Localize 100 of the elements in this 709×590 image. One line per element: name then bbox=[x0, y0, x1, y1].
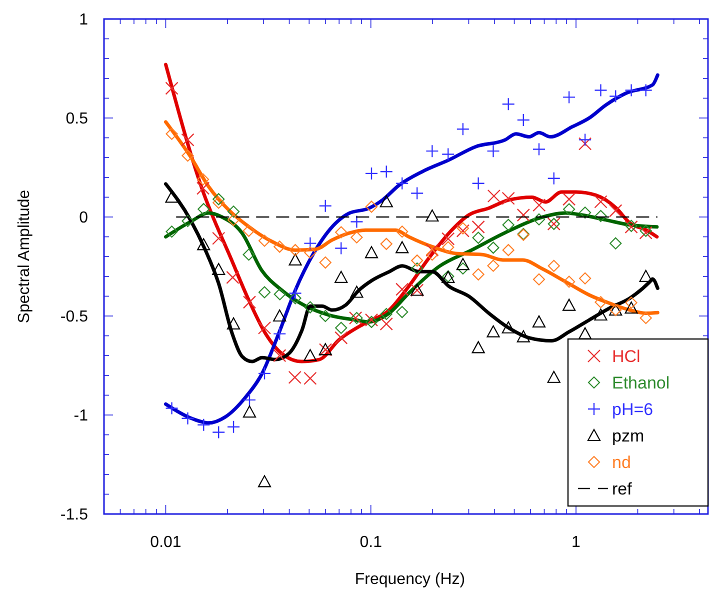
point bbox=[442, 232, 455, 246]
point bbox=[364, 166, 378, 180]
point bbox=[165, 82, 178, 95]
point bbox=[181, 133, 194, 146]
point bbox=[304, 372, 317, 385]
point bbox=[396, 226, 408, 238]
point bbox=[226, 420, 240, 434]
point bbox=[335, 322, 348, 334]
point bbox=[226, 270, 240, 284]
y-tick-label: 1 bbox=[79, 12, 88, 29]
point bbox=[242, 224, 255, 237]
x-tick-label: 1 bbox=[572, 534, 581, 551]
point bbox=[319, 256, 332, 269]
point bbox=[411, 254, 424, 267]
point bbox=[426, 243, 439, 257]
y-tick-label: 0 bbox=[79, 210, 88, 227]
point bbox=[411, 262, 424, 275]
legend-label: nd bbox=[612, 452, 631, 472]
point bbox=[380, 308, 392, 320]
point bbox=[502, 192, 515, 205]
legend-label: pH=6 bbox=[612, 400, 654, 419]
point bbox=[334, 331, 348, 344]
point bbox=[197, 173, 210, 186]
point bbox=[304, 301, 316, 314]
point bbox=[166, 226, 178, 238]
point bbox=[410, 186, 424, 200]
point bbox=[594, 296, 607, 308]
point bbox=[380, 238, 392, 250]
point bbox=[547, 172, 560, 185]
point bbox=[365, 200, 378, 213]
point bbox=[578, 133, 592, 146]
point bbox=[594, 195, 608, 208]
point bbox=[288, 370, 302, 384]
point bbox=[624, 84, 638, 97]
point bbox=[609, 204, 622, 218]
point bbox=[516, 113, 530, 127]
y-tick-label: -1.5 bbox=[60, 506, 88, 524]
point bbox=[562, 90, 576, 104]
point bbox=[502, 244, 514, 256]
point bbox=[258, 366, 272, 380]
point bbox=[258, 234, 271, 247]
point bbox=[487, 260, 500, 272]
point bbox=[274, 288, 286, 300]
point bbox=[548, 260, 560, 272]
point bbox=[472, 268, 484, 280]
point bbox=[442, 241, 454, 254]
point bbox=[288, 286, 302, 300]
point bbox=[181, 412, 194, 425]
point bbox=[212, 196, 225, 209]
y-tick-label: 0.5 bbox=[66, 110, 88, 128]
point bbox=[182, 150, 194, 162]
point bbox=[350, 215, 364, 228]
point bbox=[304, 236, 317, 250]
point bbox=[319, 310, 332, 322]
point bbox=[258, 321, 272, 334]
x-tick-label: 0.01 bbox=[150, 534, 182, 551]
point bbox=[472, 220, 485, 234]
point bbox=[197, 418, 210, 432]
point bbox=[396, 176, 409, 190]
point bbox=[472, 176, 485, 190]
point bbox=[365, 316, 378, 328]
point bbox=[639, 84, 652, 97]
point bbox=[532, 273, 546, 286]
point bbox=[594, 84, 608, 97]
point bbox=[258, 286, 271, 298]
legend-label: HCl bbox=[612, 346, 640, 366]
y-tick-label: -1 bbox=[74, 408, 88, 425]
point bbox=[350, 231, 363, 244]
y-axis-title: Spectral Amplitude bbox=[16, 190, 33, 324]
point bbox=[289, 244, 302, 256]
point bbox=[640, 312, 652, 324]
point bbox=[396, 306, 408, 318]
point bbox=[242, 296, 256, 309]
legend-label: ref bbox=[612, 479, 632, 498]
point bbox=[380, 317, 393, 331]
point bbox=[532, 198, 546, 212]
point bbox=[456, 224, 470, 238]
point bbox=[502, 98, 515, 111]
point bbox=[486, 144, 500, 158]
point bbox=[304, 246, 316, 259]
point bbox=[227, 206, 240, 218]
point bbox=[273, 349, 286, 362]
point bbox=[562, 192, 576, 206]
point bbox=[242, 248, 255, 261]
x-axis-title: Frequency (Hz) bbox=[354, 571, 466, 588]
point bbox=[318, 199, 332, 213]
point bbox=[198, 203, 210, 216]
point bbox=[165, 190, 178, 203]
point bbox=[166, 128, 178, 140]
point bbox=[487, 189, 501, 203]
point bbox=[426, 144, 439, 158]
point bbox=[380, 165, 393, 178]
point bbox=[335, 226, 348, 238]
point bbox=[182, 214, 194, 228]
legend-label: Ethanol bbox=[612, 373, 670, 392]
point bbox=[579, 272, 592, 284]
point bbox=[442, 148, 455, 161]
point bbox=[274, 240, 286, 253]
point bbox=[212, 232, 226, 245]
point bbox=[334, 242, 348, 255]
